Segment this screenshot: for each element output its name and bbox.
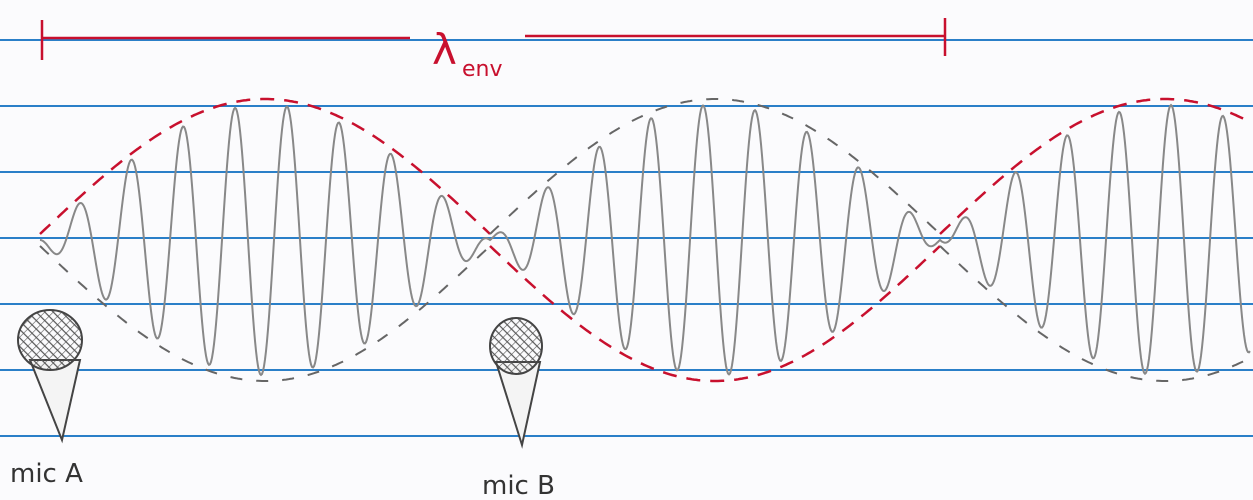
- scale-subscript: env: [462, 57, 503, 82]
- carrier-wave: [40, 105, 1250, 375]
- envelope-gray: [940, 246, 1250, 381]
- envelope-red: [940, 99, 1250, 234]
- page: λ env mic A mic B: [0, 0, 1253, 500]
- mic-a-icon: [18, 310, 82, 440]
- ruled-lines: [0, 40, 1253, 436]
- mic-b-label: mic B: [482, 471, 555, 500]
- envelope-red: [40, 99, 490, 234]
- mic-a-label: mic A: [10, 459, 83, 489]
- scale-symbol: λ: [432, 25, 457, 74]
- diagram: λ env mic A mic B: [0, 0, 1253, 500]
- wave: [40, 99, 1250, 381]
- envelope-red: [490, 246, 940, 381]
- mic-b-icon: [490, 318, 542, 445]
